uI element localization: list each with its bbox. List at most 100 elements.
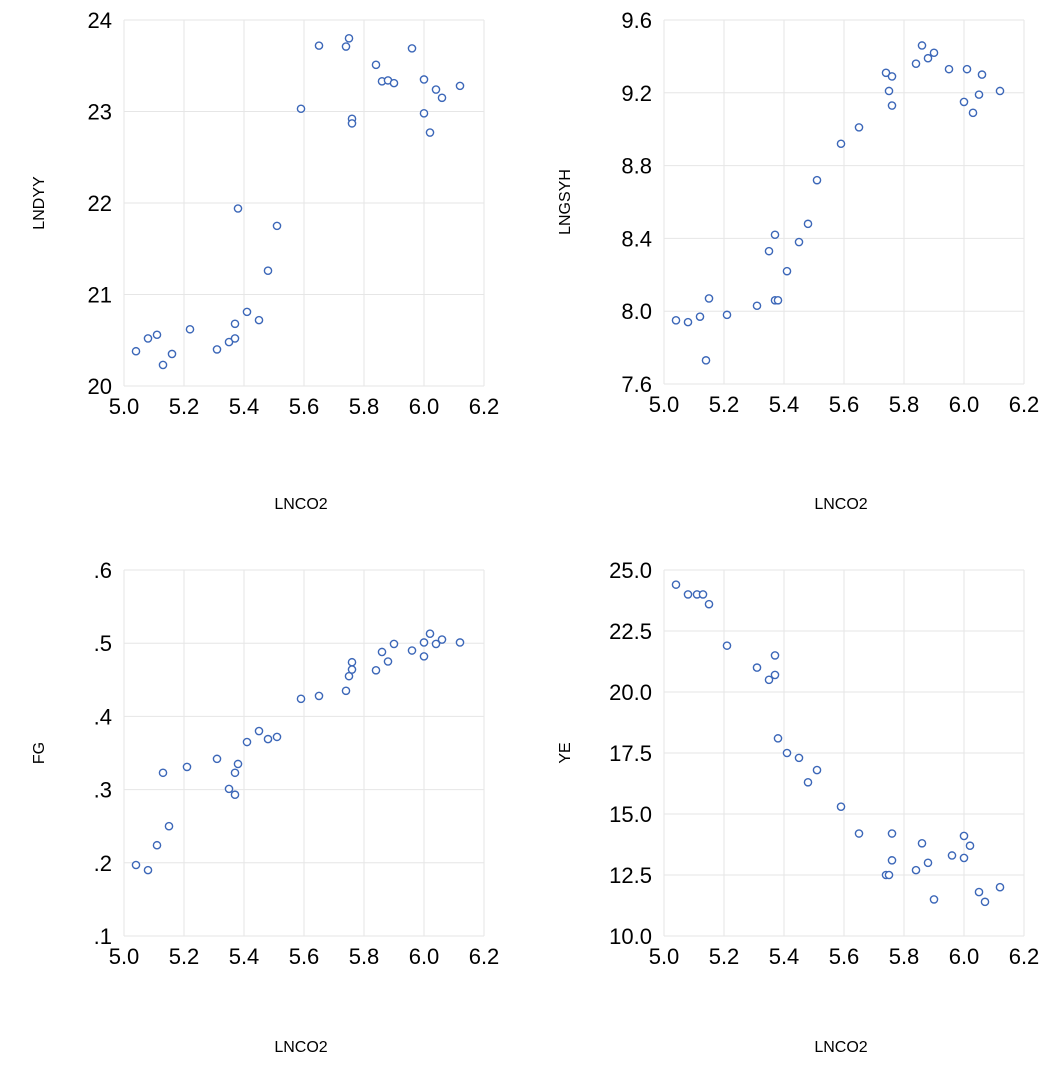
data-point (455, 81, 465, 91)
data-point (230, 790, 240, 800)
x-axis-title: LNCO2 (274, 496, 327, 513)
data-point (959, 97, 969, 107)
x-tick-label: 5.4 (769, 944, 800, 969)
data-point (923, 858, 933, 868)
data-point (695, 312, 705, 321)
y-axis-title: LNGSYH (557, 169, 574, 235)
data-point (224, 337, 234, 347)
y-tick-label: 7.6 (621, 372, 652, 397)
data-point (437, 635, 447, 644)
data-point (254, 726, 264, 736)
data-point (836, 139, 846, 149)
y-tick-label: 24 (88, 8, 112, 33)
x-tick-label: 5.6 (289, 394, 320, 419)
data-point (959, 831, 969, 841)
data-point (752, 301, 762, 311)
y-tick-label: .6 (94, 558, 112, 583)
x-tick-label: 5.2 (709, 392, 740, 417)
data-point (794, 237, 804, 247)
data-point (425, 629, 435, 638)
data-point (995, 882, 1005, 892)
data-point (836, 802, 846, 811)
data-point (923, 53, 933, 63)
x-tick-label: 5.8 (889, 944, 920, 969)
x-tick-label: 5.4 (229, 944, 260, 969)
data-point (887, 72, 897, 81)
data-point (431, 85, 441, 94)
data-point (884, 870, 894, 880)
data-point (980, 897, 990, 907)
data-point (185, 324, 195, 334)
data-point (782, 266, 792, 276)
y-tick-label: 8.8 (621, 154, 652, 179)
data-point (962, 64, 972, 74)
data-point (812, 175, 822, 185)
data-point (944, 64, 954, 74)
data-point (341, 42, 351, 51)
data-point (389, 639, 399, 649)
y-tick-label: .4 (94, 704, 112, 729)
data-point (947, 851, 957, 860)
y-tick-label: .3 (94, 778, 112, 803)
x-axis-title: LNCO2 (274, 1039, 327, 1056)
data-point (911, 865, 921, 875)
data-point (419, 638, 429, 647)
y-tick-label: 8.0 (621, 299, 652, 324)
data-point (812, 765, 822, 775)
y-tick-label: 9.2 (621, 81, 652, 106)
data-point (407, 44, 417, 53)
data-point (419, 109, 429, 118)
data-point (230, 319, 240, 329)
x-tick-label: 5.4 (769, 392, 800, 417)
data-point (722, 310, 732, 320)
x-tick-label: 5.8 (889, 392, 920, 417)
x-tick-label: 5.2 (169, 944, 200, 969)
y-tick-label: 25.0 (609, 558, 652, 583)
data-point (437, 93, 447, 103)
x-tick-label: 6.0 (409, 944, 440, 969)
data-point (431, 639, 441, 649)
data-point (158, 360, 168, 370)
data-point (854, 829, 864, 838)
data-point (974, 90, 984, 99)
x-tick-label: 6.2 (469, 394, 500, 419)
data-point (212, 754, 222, 764)
data-point (803, 219, 813, 229)
x-tick-label: 5.0 (649, 944, 680, 969)
data-point (167, 349, 177, 359)
data-point (419, 75, 429, 84)
data-point (230, 768, 240, 778)
data-point (803, 777, 813, 787)
data-point (770, 230, 780, 240)
data-point (371, 60, 381, 70)
data-point (131, 860, 141, 870)
data-point (272, 221, 282, 231)
data-point (224, 784, 234, 794)
data-point (881, 68, 891, 78)
data-point (152, 330, 162, 340)
y-tick-label: 9.6 (621, 8, 652, 33)
data-point (425, 128, 435, 137)
data-point (770, 651, 780, 660)
data-point (995, 86, 1005, 96)
x-tick-label: 5.2 (709, 944, 740, 969)
data-point (752, 663, 762, 672)
data-point (347, 119, 357, 128)
data-point (164, 821, 174, 831)
data-point (314, 691, 324, 701)
data-point (131, 346, 141, 356)
data-point (182, 762, 192, 772)
data-point (341, 686, 351, 696)
data-point (347, 657, 357, 667)
data-point (296, 104, 306, 114)
data-point (683, 590, 693, 599)
chart-panel-fg: 5.0 5.2 5.4 5.6 5.8 6.0 6.2 .1 .2 .3 .4 .5 .6 LNCO2 FG (31, 558, 499, 1056)
data-point (911, 59, 921, 68)
x-tick-label: 5.0 (109, 944, 140, 969)
x-tick-label: 6.0 (949, 392, 980, 417)
data-point (854, 123, 864, 132)
y-axis-title: YE (557, 742, 574, 763)
y-tick-label: 8.4 (621, 226, 652, 251)
chart-panel-ye: 5.0 5.2 5.4 5.6 5.8 6.0 6.2 10.0 12.5 15.0 17.5 20.… (557, 558, 1039, 1056)
